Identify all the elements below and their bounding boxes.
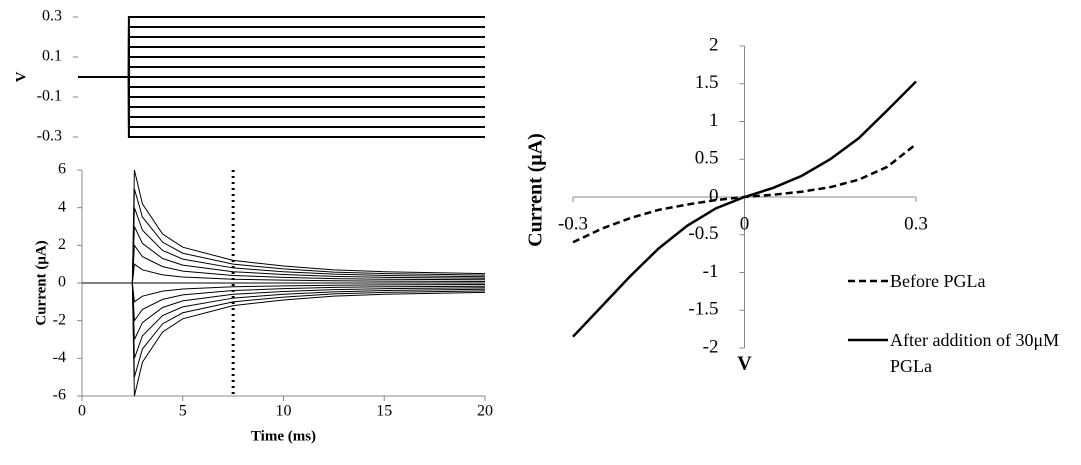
y-tick-label: -6	[53, 387, 66, 404]
x-tick-label: 20	[477, 403, 493, 420]
y-tick-label: -0.3	[37, 128, 62, 145]
series-line	[82, 226, 486, 284]
x-tick-label: 10	[276, 403, 292, 420]
x-tick-label: 0	[740, 213, 750, 234]
y-tick-label: -1.5	[688, 299, 718, 320]
series-line	[78, 26, 485, 78]
y-tick-label: 1.5	[695, 72, 719, 93]
y-tick-label: 1	[709, 110, 719, 131]
y-axis-title: Current (μA)	[525, 133, 547, 247]
y-tick-label: -0.1	[37, 88, 62, 105]
series-line	[82, 282, 486, 397]
y-tick-label: 4	[58, 198, 66, 215]
series-line	[78, 76, 485, 88]
series-line	[78, 46, 485, 78]
x-tick-label: 15	[376, 403, 392, 420]
series-line	[82, 263, 486, 284]
series-line	[82, 282, 486, 359]
series-line	[78, 76, 485, 108]
x-axis-title: V	[737, 353, 752, 375]
series-line	[82, 282, 486, 303]
y-tick-label: -4	[53, 349, 66, 366]
y-tick-label: 2	[709, 34, 719, 55]
y-tick-label: 6	[58, 161, 66, 178]
series-line	[82, 207, 486, 284]
series-line	[82, 169, 486, 284]
series-line	[572, 80, 917, 338]
y-tick-label: 0.5	[695, 148, 719, 169]
series-line	[82, 243, 486, 284]
y-axis-title: Current (μA)	[33, 240, 49, 325]
x-tick-label: 0.3	[904, 213, 928, 234]
x-tick-label: -0.3	[558, 213, 588, 234]
series-line	[78, 76, 485, 138]
series-line	[78, 76, 485, 128]
legend-label: Before PGLa	[890, 271, 986, 291]
x-axis-title: Time (ms)	[251, 428, 316, 444]
legend-label: After addition of 30μM PGLa	[890, 330, 1060, 376]
y-tick-label: -2	[53, 311, 66, 328]
y-tick-label: 0.1	[42, 48, 62, 65]
y-tick-label: 0	[58, 274, 66, 291]
y-tick-label: 0	[709, 185, 719, 206]
y-axis-title: V	[13, 71, 29, 82]
y-tick-label: -1	[703, 261, 719, 282]
y-tick-label: -0.5	[688, 223, 718, 244]
x-tick-label: 5	[179, 403, 187, 420]
x-tick-label: 0	[78, 403, 86, 420]
y-tick-label: 0.3	[42, 8, 62, 25]
y-tick-label: 2	[58, 236, 66, 253]
series-line	[78, 66, 485, 78]
y-tick-label: -2	[703, 336, 719, 357]
